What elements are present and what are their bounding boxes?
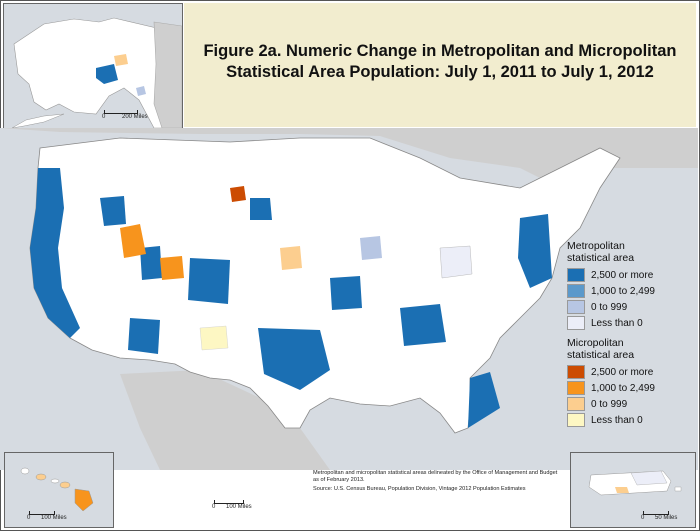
metro-legend-label: Less than 0 <box>591 317 643 329</box>
metro-legend-swatch <box>567 316 585 330</box>
midwest-metro-area <box>360 236 382 260</box>
mexico-land <box>120 370 330 470</box>
alaska-scale-distance: 200 Miles <box>122 114 148 120</box>
micro-legend-swatch <box>567 381 585 395</box>
phoenix-metro <box>128 318 160 354</box>
metro-legend-item: Less than 0 <box>567 315 692 331</box>
denver-metros <box>188 258 230 304</box>
west-coast-metros <box>30 168 80 338</box>
micro-heading-line-1: Micropolitan <box>567 337 624 349</box>
canada-land <box>0 128 698 188</box>
micro-legend-item: 0 to 999 <box>567 396 692 412</box>
molokai-island <box>50 478 60 484</box>
micro-legend: Micropolitan statistical area 2,500 or m… <box>567 337 692 428</box>
micro-legend-label: 2,500 or more <box>591 366 654 378</box>
anchorage-metro <box>96 64 118 84</box>
texas-metros <box>258 328 330 390</box>
wyoming-micro-areas <box>160 256 184 280</box>
mountain-micro-areas <box>120 224 146 258</box>
micro-heading-line-2: statistical area <box>567 349 635 361</box>
metro-legend-label: 1,000 to 2,499 <box>591 285 655 297</box>
canada-land <box>153 21 182 128</box>
title-line-1: Figure 2a. Numeric Change in Metropolita… <box>203 42 677 60</box>
metro-legend-item: 2,500 or more <box>567 267 692 283</box>
alaska-map <box>11 17 182 128</box>
definition-note: Metropolitan and micropolitan statistica… <box>313 470 558 483</box>
kansas-city-metro <box>330 276 362 310</box>
puerto-rico-map <box>588 470 682 496</box>
hawaii-inset: 0 100 Miles <box>4 452 114 528</box>
us-land <box>29 137 621 434</box>
micro-legend-item: 2,500 or more <box>567 364 692 380</box>
williston-micro <box>230 186 246 202</box>
ponce-area <box>615 487 629 493</box>
alaska-micro-area <box>114 54 128 66</box>
aleutian-islands <box>11 113 65 128</box>
metro-legend-item: 1,000 to 2,499 <box>567 283 692 299</box>
alaska-inset: 0 200 Miles <box>3 3 183 129</box>
southwest-micro-area <box>199 325 229 351</box>
micro-legend-item: 1,000 to 2,499 <box>567 380 692 396</box>
vieques-island <box>674 486 682 492</box>
fargo-metro <box>250 198 272 220</box>
san-juan-metro <box>630 470 668 486</box>
metro-legend-swatch <box>567 268 585 282</box>
ohio-valley-metros <box>439 245 473 279</box>
boise-metro <box>100 196 126 226</box>
title-line-2: Statistical Area Population: July 1, 201… <box>226 63 654 81</box>
title-panel: Figure 2a. Numeric Change in Metropolita… <box>184 3 696 127</box>
kauai-island <box>20 467 30 475</box>
micro-legend-label: Less than 0 <box>591 414 643 426</box>
hawaii-map <box>20 467 94 512</box>
metro-legend-item: 0 to 999 <box>567 299 692 315</box>
plains-micro-area <box>280 246 302 270</box>
northeast-corridor-metros <box>518 214 552 288</box>
puerto-rico-scale-zero: 0 <box>641 515 645 521</box>
florida-metros <box>468 372 500 428</box>
oahu-island <box>35 473 47 481</box>
figure-title: Figure 2a. Numeric Change in Metropolita… <box>184 41 696 83</box>
hawaii-scale-distance: 100 Miles <box>41 515 67 521</box>
main-scale-distance: 100 Miles <box>226 504 252 510</box>
metro-legend: Metropolitan statistical area 2,500 or m… <box>567 240 692 331</box>
micro-legend-swatch <box>567 365 585 379</box>
metro-heading-line-1: Metropolitan <box>567 240 625 252</box>
puerto-rico-scale-distance: 50 Miles <box>655 515 678 521</box>
hawaii-scale-zero: 0 <box>27 515 31 521</box>
nashville-atlanta-metros <box>400 304 446 346</box>
micro-legend-label: 1,000 to 2,499 <box>591 382 655 394</box>
main-scale-zero: 0 <box>212 504 216 510</box>
map-notes: Metropolitan and micropolitan statistica… <box>313 470 558 496</box>
alaska-scale-zero: 0 <box>102 114 106 120</box>
metro-legend-heading: Metropolitan statistical area <box>567 240 692 264</box>
juneau-area <box>136 86 146 96</box>
micro-legend-item: Less than 0 <box>567 412 692 428</box>
metro-legend-label: 0 to 999 <box>591 301 628 313</box>
micro-legend-swatch <box>567 397 585 411</box>
metro-heading-line-2: statistical area <box>567 252 635 264</box>
micro-legend-heading: Micropolitan statistical area <box>567 337 692 361</box>
hawaii-island <box>74 488 94 512</box>
metro-legend-swatch <box>567 284 585 298</box>
maui-island <box>59 481 71 489</box>
metro-legend-label: 2,500 or more <box>591 269 654 281</box>
micro-legend-label: 0 to 999 <box>591 398 628 410</box>
puerto-rico-inset: 0 50 Miles <box>570 452 696 528</box>
salt-lake-metros <box>140 246 162 280</box>
source-note: Source: U.S. Census Bureau, Population D… <box>313 486 526 493</box>
map-legend: Metropolitan statistical area 2,500 or m… <box>567 240 692 428</box>
micro-legend-swatch <box>567 413 585 427</box>
metro-legend-swatch <box>567 300 585 314</box>
